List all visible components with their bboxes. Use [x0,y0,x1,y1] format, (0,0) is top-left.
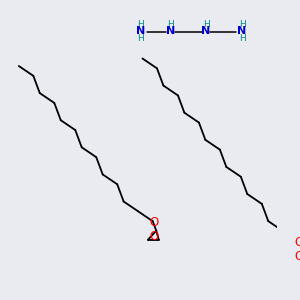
Text: O: O [149,216,159,229]
Text: H: H [137,34,144,43]
Text: H: H [203,20,209,29]
Text: O: O [150,230,159,243]
Text: N: N [136,26,145,37]
Text: O: O [294,236,300,249]
Text: H: H [167,20,174,29]
Text: N: N [201,26,211,37]
Text: H: H [238,20,245,29]
Text: N: N [166,26,175,37]
Text: N: N [237,26,247,37]
Text: O: O [294,250,300,263]
Text: H: H [137,20,144,29]
Text: H: H [238,34,245,43]
